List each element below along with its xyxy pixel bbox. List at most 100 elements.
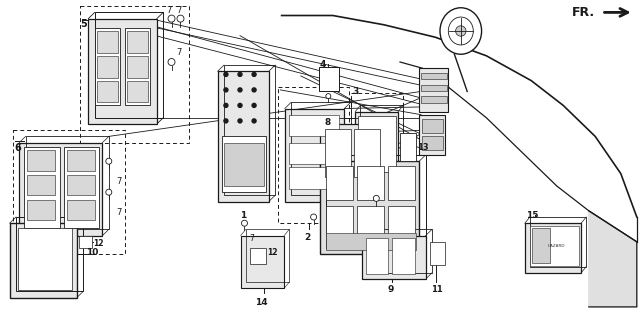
Bar	[88, 19, 157, 124]
Text: 2: 2	[304, 232, 310, 241]
Text: 7: 7	[166, 6, 172, 15]
Bar	[289, 115, 339, 136]
Bar	[419, 68, 448, 112]
Bar	[67, 150, 95, 170]
Text: 15: 15	[526, 211, 539, 220]
Bar	[95, 12, 163, 118]
Bar	[18, 228, 72, 290]
Bar	[67, 175, 95, 195]
Bar	[10, 223, 77, 298]
Bar	[388, 206, 415, 240]
Circle shape	[168, 59, 175, 65]
Text: 12: 12	[268, 248, 278, 257]
Text: 7: 7	[177, 6, 182, 15]
Circle shape	[252, 104, 256, 107]
Circle shape	[168, 15, 175, 22]
Bar	[289, 167, 339, 189]
Bar	[530, 226, 579, 266]
Bar	[67, 200, 95, 220]
Bar	[27, 200, 55, 220]
Text: 11: 11	[431, 285, 442, 294]
Bar	[320, 161, 419, 254]
Bar	[355, 112, 398, 186]
Bar	[97, 31, 118, 53]
Bar	[19, 143, 102, 236]
Text: HAZARD: HAZARD	[548, 244, 566, 248]
Text: 8: 8	[324, 118, 331, 127]
Circle shape	[252, 88, 256, 92]
Bar	[430, 242, 445, 265]
Bar	[366, 238, 388, 274]
Circle shape	[252, 73, 256, 76]
Text: 5: 5	[81, 19, 88, 29]
Bar	[319, 67, 339, 91]
Text: 1: 1	[240, 211, 246, 220]
Bar	[525, 223, 581, 273]
Bar	[326, 155, 426, 248]
Circle shape	[238, 88, 242, 92]
Text: 9: 9	[388, 285, 394, 294]
Bar	[400, 133, 416, 161]
Circle shape	[224, 104, 228, 107]
Bar	[325, 129, 351, 177]
Bar	[357, 166, 384, 200]
Bar	[354, 129, 380, 177]
Bar	[362, 236, 426, 279]
Bar	[421, 85, 447, 91]
Text: 7: 7	[116, 208, 122, 217]
Bar	[421, 96, 447, 103]
Bar	[241, 236, 284, 288]
Bar	[360, 105, 403, 180]
Bar	[24, 147, 60, 228]
Circle shape	[252, 119, 256, 123]
Bar	[79, 236, 92, 248]
Bar	[358, 116, 396, 172]
Text: 10: 10	[86, 248, 98, 257]
Bar	[97, 56, 118, 78]
Text: FR.: FR.	[572, 6, 595, 19]
Bar	[127, 31, 148, 53]
Circle shape	[241, 220, 248, 226]
Bar	[16, 217, 83, 291]
Circle shape	[238, 104, 242, 107]
Bar	[218, 71, 269, 202]
Text: 4: 4	[320, 60, 326, 69]
Bar	[289, 143, 339, 164]
Bar	[388, 166, 415, 200]
Bar	[80, 6, 189, 143]
Circle shape	[106, 158, 112, 164]
Bar	[422, 136, 443, 150]
Text: 3: 3	[352, 87, 358, 96]
Text: 12: 12	[93, 239, 104, 248]
Polygon shape	[589, 211, 637, 307]
Bar	[368, 229, 432, 273]
Bar	[95, 28, 120, 105]
Ellipse shape	[448, 17, 474, 45]
Bar	[127, 56, 148, 78]
Bar	[222, 136, 266, 192]
Bar	[351, 93, 403, 211]
Bar	[64, 147, 99, 228]
Bar	[532, 228, 550, 263]
Bar	[13, 130, 125, 254]
Circle shape	[310, 214, 317, 220]
Circle shape	[238, 119, 242, 123]
Bar	[530, 217, 586, 267]
Bar	[326, 118, 390, 180]
Bar	[278, 87, 349, 223]
Bar	[326, 232, 416, 250]
Text: 7: 7	[177, 48, 182, 57]
Bar	[422, 119, 443, 133]
Ellipse shape	[440, 8, 481, 54]
Bar	[97, 81, 118, 102]
Circle shape	[224, 88, 228, 92]
Bar	[127, 81, 148, 102]
Text: 14: 14	[255, 298, 268, 307]
Bar	[419, 115, 445, 155]
Bar	[421, 73, 447, 79]
Bar	[250, 248, 266, 264]
Circle shape	[224, 73, 228, 76]
Circle shape	[177, 15, 184, 22]
Bar	[320, 124, 384, 186]
Bar	[285, 108, 344, 202]
